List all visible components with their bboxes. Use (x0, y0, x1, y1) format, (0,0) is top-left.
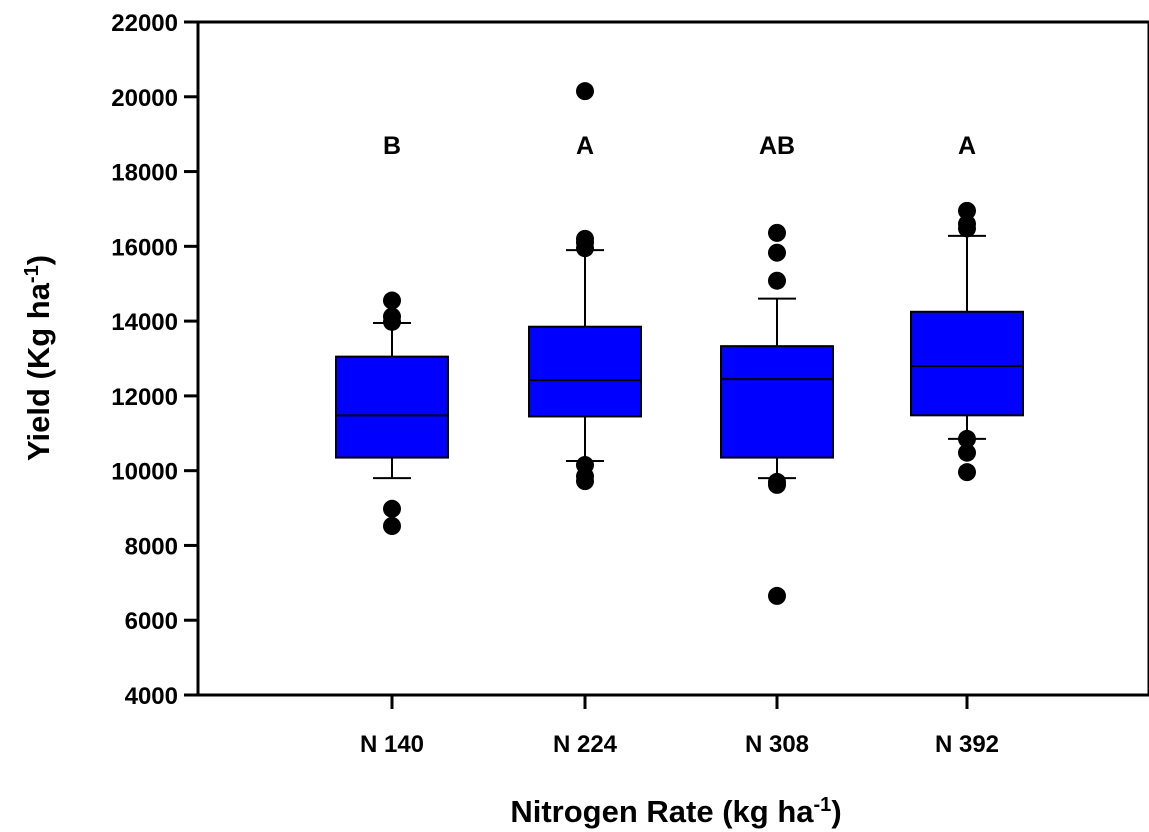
x-axis-title-superscript: -1 (814, 794, 832, 816)
box-plot-series: B A AB A (335, 82, 1024, 605)
outlier-point (383, 499, 401, 518)
outlier-point (383, 517, 401, 536)
y-axis: 4000 6000 8000 10000 12000 14000 16000 18000 200… (111, 10, 198, 710)
y-tick-label: 6000 (125, 608, 178, 635)
outlier-point (576, 456, 594, 475)
y-axis-title-close: ) (21, 255, 56, 265)
outlier-point (768, 223, 786, 242)
significance-letter: A (576, 132, 594, 160)
x-axis: N 140 N 224 N 308 N 392 (360, 695, 999, 758)
outlier-point (576, 82, 594, 101)
y-tick-label: 8000 (125, 533, 178, 560)
outlier-point (958, 201, 976, 220)
y-axis-title: Yield (Kg ha-1) (21, 255, 56, 461)
significance-letter: B (383, 132, 401, 160)
y-tick-label: 4000 (125, 683, 178, 710)
y-tick-label: 18000 (111, 160, 178, 187)
y-tick-label: 12000 (111, 384, 178, 411)
outlier-point (768, 472, 786, 491)
outlier-point (768, 271, 786, 290)
box-iqr (720, 345, 834, 459)
outlier-point (576, 229, 594, 248)
box-iqr (335, 355, 449, 459)
y-tick-label: 10000 (111, 459, 178, 486)
box-iqr (528, 325, 642, 418)
outlier-point (768, 586, 786, 605)
box-iqr (910, 310, 1024, 417)
x-tick-label: N 140 (360, 731, 424, 758)
outlier-point (383, 307, 401, 326)
y-tick-label: 22000 (111, 10, 178, 37)
y-tick-label: 16000 (111, 234, 178, 261)
y-axis-title-text: Yield (Kg ha (21, 282, 56, 461)
box-group: B (335, 132, 449, 536)
outlier-point (958, 429, 976, 448)
significance-letter: A (958, 132, 976, 160)
outlier-point (958, 463, 976, 482)
plot-frame (196, 20, 1149, 697)
y-axis-title-superscript: -1 (21, 265, 43, 283)
y-tick-label: 14000 (111, 309, 178, 336)
x-axis-title: Nitrogen Rate (kg ha-1) (510, 794, 841, 829)
x-axis-title-close: ) (831, 794, 841, 829)
x-tick-label: N 224 (553, 731, 618, 758)
x-axis-title-text: Nitrogen Rate (kg ha (510, 794, 814, 829)
x-tick-label: N 392 (935, 731, 999, 758)
box-group: A (528, 82, 642, 491)
box-group: A (910, 132, 1024, 482)
y-tick-label: 20000 (111, 85, 178, 112)
x-tick-label: N 308 (745, 731, 809, 758)
outlier-point (383, 291, 401, 310)
outlier-point (768, 243, 786, 262)
box-group: AB (720, 132, 834, 605)
significance-letter: AB (759, 132, 795, 160)
outlier-point (958, 214, 976, 233)
outlier-point (958, 443, 976, 462)
